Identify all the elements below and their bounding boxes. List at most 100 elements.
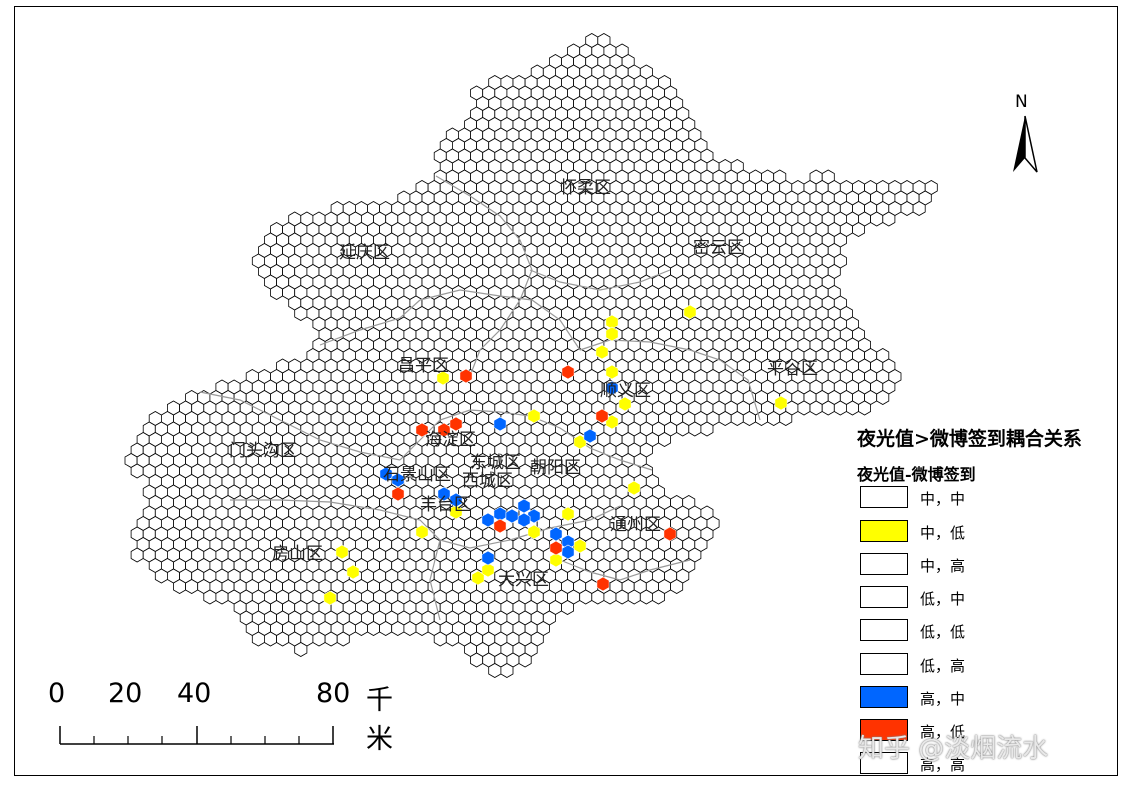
scale-tick-80: 80 — [316, 678, 351, 709]
legend-label: 低，高 — [920, 657, 966, 675]
district-boundary — [230, 499, 441, 541]
hex-cells — [124, 33, 938, 678]
legend-swatch — [860, 619, 908, 641]
district-label-shijingshan: 石景山区 — [383, 465, 451, 485]
hex-cell — [270, 285, 284, 300]
legend-label: 高，中 — [920, 690, 966, 708]
hex-cell — [561, 600, 574, 615]
hex-cell-colored — [683, 304, 697, 320]
hex-cell — [912, 201, 926, 216]
hex-cell — [276, 631, 290, 647]
hex-cell-colored — [627, 480, 641, 496]
hex-cell — [354, 621, 368, 636]
hex-cell-colored — [774, 395, 788, 411]
hex-cell — [658, 432, 671, 447]
district-label-shunyi: 顺义区 — [600, 381, 651, 401]
hex-cell-colored — [527, 524, 541, 540]
hex-cell — [809, 400, 823, 416]
district-label-dongcheng: 东城区 — [470, 453, 521, 473]
hex-cell-colored — [583, 428, 597, 444]
hex-cell-colored — [391, 472, 405, 488]
district-boundary — [199, 391, 401, 461]
hex-cell — [294, 306, 308, 321]
hex-cell-colored — [517, 498, 531, 514]
legend-swatch — [860, 686, 908, 708]
legend-swatch — [860, 752, 908, 774]
hex-cell — [755, 411, 768, 426]
hex-cell-colored — [449, 416, 463, 432]
hex-cell — [579, 589, 593, 605]
legend-swatch — [860, 586, 908, 608]
hex-cell-colored — [561, 544, 575, 560]
scale-ruler — [59, 726, 334, 745]
hex-cell-colored — [481, 550, 495, 566]
hex-cell-colored — [505, 508, 519, 524]
district-boundary — [469, 269, 533, 377]
hex-cell — [203, 589, 217, 605]
hex-cell — [433, 631, 447, 647]
hex-cell — [312, 631, 326, 647]
hex-cells-classified — [323, 304, 788, 606]
hex-cell — [627, 589, 641, 605]
hex-cell — [403, 621, 417, 636]
hex-cell-colored — [561, 364, 575, 380]
hex-cell — [603, 589, 617, 605]
hex-cell-colored — [595, 344, 609, 360]
district-label-yanqing: 延庆区 — [339, 243, 390, 263]
district-label-huairou: 怀柔区 — [560, 178, 611, 198]
hex-cell-colored — [527, 408, 541, 424]
hex-cell-colored — [605, 380, 619, 396]
hex-cell — [251, 631, 265, 647]
hex-cell-colored — [459, 368, 473, 384]
district-label-miyun: 密云区 — [693, 238, 744, 258]
hex-cell — [821, 400, 835, 416]
hex-cell — [185, 579, 199, 594]
hex-cell — [779, 411, 793, 426]
hex-cell — [445, 631, 459, 647]
hex-cell-colored — [346, 564, 360, 580]
hex-cell — [882, 211, 896, 227]
scale-tick-0: 0 — [48, 678, 66, 709]
hex-cell-colored — [323, 590, 337, 606]
district-label-tongzhou: 通州区 — [610, 515, 661, 535]
district-label-haidian: 海淀区 — [425, 430, 476, 450]
legend-label: 中，高 — [920, 557, 966, 575]
hex-cell — [615, 589, 629, 605]
hex-cell-colored — [471, 570, 485, 586]
hex-cell — [718, 411, 732, 426]
legend-swatch — [860, 719, 908, 741]
hex-cell — [500, 663, 514, 678]
hex-cell — [263, 631, 278, 647]
district-boundary — [429, 539, 441, 621]
watermark: 知乎 @淡烟流水 — [858, 734, 1049, 764]
hex-cell — [797, 400, 811, 416]
district-label-changping: 昌平区 — [398, 356, 449, 376]
hex-cell-colored — [517, 512, 531, 528]
hex-cell — [742, 411, 756, 426]
legend-swatch — [860, 653, 908, 675]
district-boundary — [529, 269, 671, 291]
hex-cell — [730, 411, 744, 426]
legend-swatch — [860, 553, 908, 575]
hex-cell — [488, 663, 502, 678]
hex-cell-colored — [415, 524, 429, 540]
district-boundary — [559, 559, 691, 581]
district-boundary — [319, 299, 421, 346]
hex-cell — [215, 589, 229, 605]
legend: 夜光值>微博签到耦合关系 夜光值-微博签到 中，中 中，低 中，高 低，中 低，低 低，高… — [857, 424, 1119, 774]
hex-cell — [852, 222, 865, 237]
legend-label: 低，低 — [920, 623, 966, 641]
hex-cell-colored — [663, 526, 677, 542]
hex-cell — [518, 652, 532, 668]
district-boundaries — [199, 175, 761, 621]
hex-cell-colored — [493, 518, 507, 534]
hex-cell — [639, 589, 653, 605]
north-arrow-icon — [1013, 115, 1038, 173]
legend-label: 中，中 — [920, 490, 966, 508]
hex-cell-colored — [437, 422, 451, 438]
hex-cell — [870, 211, 884, 227]
hex-cell — [688, 421, 702, 437]
hex-cell-colored — [561, 506, 575, 522]
legend-label: 低，中 — [920, 590, 966, 608]
legend-label: 高，低 — [920, 723, 966, 741]
